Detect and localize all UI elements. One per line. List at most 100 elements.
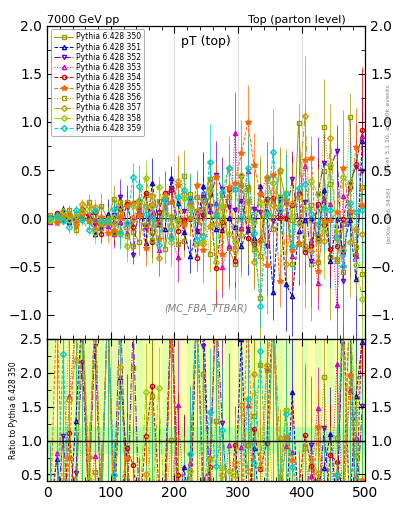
Pythia 6.428 352 [347, 179, 352, 185]
Pythia 6.428 355 [137, 212, 142, 219]
Pythia 6.428 352 [207, 202, 212, 208]
Pythia 6.428 359 [156, 242, 161, 248]
Text: 7000 GeV pp: 7000 GeV pp [47, 15, 119, 26]
Pythia 6.428 354 [93, 209, 97, 216]
Pythia 6.428 356 [48, 218, 53, 224]
Line: Pythia 6.428 356: Pythia 6.428 356 [48, 115, 364, 301]
Bar [123, 339, 130, 481]
Pythia 6.428 356 [233, 186, 237, 193]
Pythia 6.428 352 [93, 222, 97, 228]
Pythia 6.428 354 [182, 217, 186, 223]
Pythia 6.428 358 [322, 227, 327, 233]
Pythia 6.428 352 [290, 176, 295, 182]
Pythia 6.428 355 [54, 220, 59, 226]
Pythia 6.428 352 [220, 186, 225, 193]
Pythia 6.428 357 [156, 255, 161, 261]
Pythia 6.428 350 [105, 216, 110, 222]
Pythia 6.428 353 [137, 207, 142, 214]
Pythia 6.428 350 [207, 176, 212, 182]
Pythia 6.428 350 [316, 259, 320, 265]
Pythia 6.428 354 [271, 195, 275, 201]
Pythia 6.428 351 [334, 216, 339, 222]
Pythia 6.428 356 [328, 181, 333, 187]
Pythia 6.428 350 [258, 253, 263, 259]
Pythia 6.428 356 [296, 241, 301, 247]
Pythia 6.428 355 [73, 222, 78, 228]
Pythia 6.428 358 [271, 180, 275, 186]
Text: [arXiv:1306.3436]: [arXiv:1306.3436] [386, 187, 391, 243]
Pythia 6.428 359 [73, 207, 78, 213]
Pythia 6.428 355 [303, 157, 307, 163]
Pythia 6.428 356 [188, 215, 193, 221]
Pythia 6.428 359 [271, 149, 275, 155]
Pythia 6.428 356 [163, 205, 167, 211]
Pythia 6.428 355 [156, 236, 161, 242]
Bar [200, 339, 206, 481]
Pythia 6.428 359 [322, 205, 327, 211]
Pythia 6.428 350 [303, 246, 307, 252]
Pythia 6.428 356 [245, 186, 250, 193]
Pythia 6.428 357 [80, 201, 84, 207]
Pythia 6.428 356 [86, 218, 91, 224]
Pythia 6.428 359 [252, 230, 257, 237]
Pythia 6.428 355 [201, 247, 206, 253]
Pythia 6.428 352 [303, 199, 307, 205]
Pythia 6.428 350 [226, 245, 231, 251]
Pythia 6.428 354 [316, 201, 320, 207]
Pythia 6.428 355 [264, 262, 269, 268]
Pythia 6.428 357 [322, 238, 327, 244]
Pythia 6.428 357 [54, 212, 59, 219]
Bar [327, 339, 334, 481]
Pythia 6.428 355 [143, 245, 148, 251]
Pythia 6.428 352 [245, 226, 250, 232]
Pythia 6.428 355 [316, 268, 320, 274]
Pythia 6.428 358 [239, 172, 244, 178]
Pythia 6.428 358 [163, 210, 167, 216]
Pythia 6.428 354 [131, 224, 136, 230]
Pythia 6.428 354 [341, 216, 345, 222]
Pythia 6.428 358 [252, 219, 257, 225]
Y-axis label: Ratio to Pythia 6.428 350: Ratio to Pythia 6.428 350 [9, 361, 18, 459]
Pythia 6.428 350 [125, 199, 129, 205]
Pythia 6.428 351 [182, 229, 186, 235]
Bar [47, 339, 53, 481]
Pythia 6.428 355 [195, 182, 199, 188]
Pythia 6.428 350 [201, 206, 206, 212]
Pythia 6.428 353 [112, 231, 116, 237]
Pythia 6.428 356 [201, 198, 206, 204]
Pythia 6.428 354 [360, 127, 365, 134]
Pythia 6.428 356 [99, 225, 104, 231]
Pythia 6.428 358 [80, 207, 84, 214]
Pythia 6.428 359 [99, 218, 104, 224]
Bar [111, 339, 117, 481]
Pythia 6.428 350 [93, 218, 97, 224]
Pythia 6.428 354 [150, 239, 154, 245]
Pythia 6.428 359 [118, 231, 123, 237]
Pythia 6.428 355 [277, 278, 282, 284]
Pythia 6.428 357 [354, 226, 358, 232]
Pythia 6.428 357 [105, 219, 110, 225]
Pythia 6.428 354 [54, 210, 59, 217]
Pythia 6.428 352 [233, 207, 237, 213]
Pythia 6.428 352 [252, 205, 257, 211]
Pythia 6.428 354 [354, 161, 358, 167]
Bar [289, 339, 296, 481]
Pythia 6.428 354 [67, 212, 72, 218]
Pythia 6.428 354 [334, 243, 339, 249]
Pythia 6.428 357 [67, 210, 72, 217]
Pythia 6.428 350 [264, 196, 269, 202]
Pythia 6.428 353 [290, 253, 295, 259]
Pythia 6.428 352 [258, 208, 263, 215]
Pythia 6.428 351 [156, 221, 161, 227]
Pythia 6.428 351 [48, 218, 53, 224]
Pythia 6.428 353 [316, 280, 320, 286]
Pythia 6.428 358 [73, 214, 78, 220]
Pythia 6.428 358 [67, 217, 72, 223]
Pythia 6.428 358 [354, 262, 358, 268]
Pythia 6.428 352 [61, 217, 65, 223]
Pythia 6.428 356 [252, 246, 257, 252]
Pythia 6.428 350 [334, 256, 339, 262]
Pythia 6.428 357 [258, 239, 263, 245]
Pythia 6.428 351 [143, 240, 148, 246]
Pythia 6.428 358 [341, 175, 345, 181]
